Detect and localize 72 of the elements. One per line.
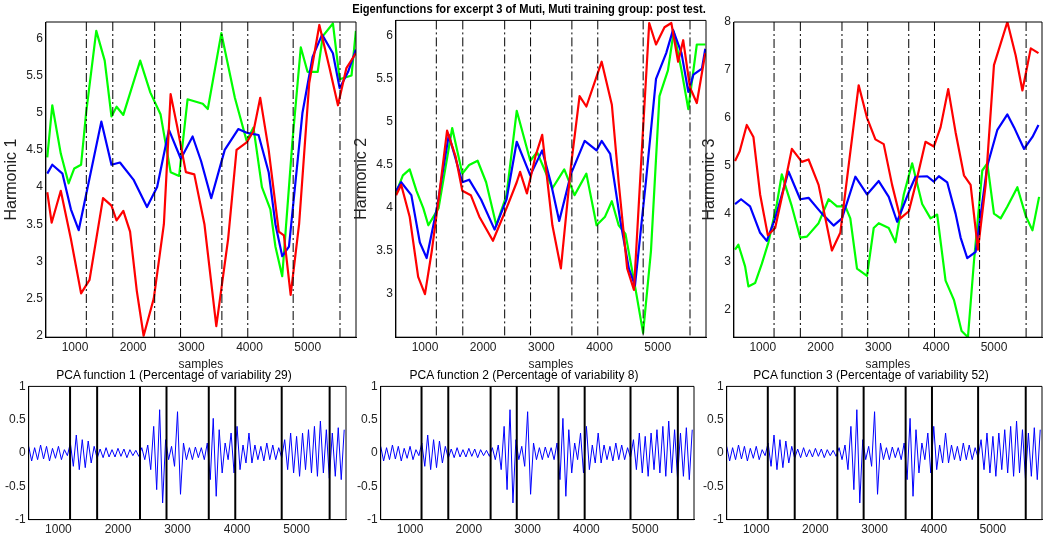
x-tick-label: 3000 — [527, 339, 556, 354]
y-tick-label: 1 — [716, 378, 724, 393]
y-tick-label: 4.5 — [376, 157, 394, 172]
y-tick-label: 0.5 — [8, 412, 26, 427]
x-tick-label: 2000 — [807, 339, 835, 354]
x-tick-label: 2000 — [469, 339, 497, 354]
x-tick-label: 3000 — [164, 522, 192, 537]
y-tick-label: 5.5 — [26, 67, 44, 82]
x-tick-label: 4000 — [920, 522, 948, 537]
x-tick-label: 2000 — [455, 522, 483, 537]
x-tick-label: 1000 — [396, 522, 424, 537]
y-tick-label: 4.5 — [26, 142, 44, 157]
x-tick-label: 3000 — [865, 339, 893, 354]
x-tick-label: 2000 — [119, 339, 147, 354]
x-tick-label: 4000 — [922, 339, 950, 354]
y-tick-label: 0 — [370, 445, 378, 460]
x-tick-label: 3000 — [861, 522, 889, 537]
y-tick-label: 5 — [724, 158, 732, 173]
x-tick-label: 2000 — [802, 522, 830, 537]
x-tick-label: 5000 — [979, 522, 1007, 537]
x-tick-label: 1000 — [749, 339, 777, 354]
y-tick-label: 5 — [36, 105, 44, 120]
x-tick-label: 5000 — [283, 522, 311, 537]
y-tick-label: -1 — [15, 511, 26, 526]
y-axis-title: Harmonic 2 — [352, 137, 370, 220]
y-tick-label: 6 — [386, 28, 394, 43]
y-tick-label: 3 — [724, 253, 732, 268]
y-tick-label: 0 — [716, 445, 724, 460]
x-tick-label: 4000 — [223, 522, 251, 537]
y-tick-label: 2 — [724, 301, 732, 316]
y-axis-title: Harmonic 3 — [700, 138, 718, 221]
x-tick-label: 5000 — [294, 339, 322, 354]
x-tick-label: 4000 — [586, 339, 614, 354]
y-tick-label: 4 — [724, 205, 732, 220]
y-tick-label: 4 — [36, 179, 44, 194]
y-tick-label: 3 — [386, 286, 394, 301]
y-tick-label: 4 — [386, 200, 394, 215]
y-tick-label: 8 — [724, 14, 732, 29]
y-tick-label: 0.5 — [360, 412, 378, 427]
x-tick-label: 1000 — [742, 522, 770, 537]
x-tick-label: 1000 — [45, 522, 73, 537]
x-tick-label: 1000 — [61, 339, 89, 354]
x-tick-label: 5000 — [644, 339, 672, 354]
y-tick-label: -0.5 — [4, 478, 26, 493]
y-tick-label: 3.5 — [376, 243, 394, 258]
x-tick-label: 1000 — [411, 339, 439, 354]
y-tick-label: 3 — [36, 253, 44, 268]
y-tick-label: 1 — [370, 378, 378, 393]
x-tick-label: 3000 — [177, 339, 206, 354]
x-tick-label: 4000 — [573, 522, 601, 537]
y-tick-label: 0.5 — [706, 412, 724, 427]
x-tick-label: 2000 — [104, 522, 132, 537]
x-tick-label: 5000 — [980, 339, 1008, 354]
y-tick-label: 2 — [36, 328, 44, 343]
y-tick-label: 1 — [18, 378, 26, 393]
x-tick-label: 3000 — [514, 522, 542, 537]
y-tick-label: 5 — [386, 114, 394, 129]
x-tick-label: 5000 — [631, 522, 659, 537]
y-tick-label: 6 — [36, 30, 44, 45]
y-axis-title: Harmonic 1 — [2, 138, 20, 221]
y-tick-label: -0.5 — [702, 478, 724, 493]
y-tick-label: 2.5 — [26, 290, 44, 305]
y-tick-label: 6 — [724, 110, 732, 125]
y-tick-label: 7 — [724, 62, 732, 77]
x-tick-label: 4000 — [236, 339, 264, 354]
y-tick-label: 0 — [18, 445, 26, 460]
y-tick-label: -1 — [367, 511, 378, 526]
y-tick-label: -0.5 — [356, 478, 378, 493]
chart-title: Eigenfunctions for excerpt 3 of Muti, Muti training group: post test. — [352, 2, 706, 15]
y-tick-label: 5.5 — [376, 71, 394, 86]
y-tick-label: 3.5 — [26, 216, 44, 231]
y-tick-label: -1 — [713, 511, 724, 526]
